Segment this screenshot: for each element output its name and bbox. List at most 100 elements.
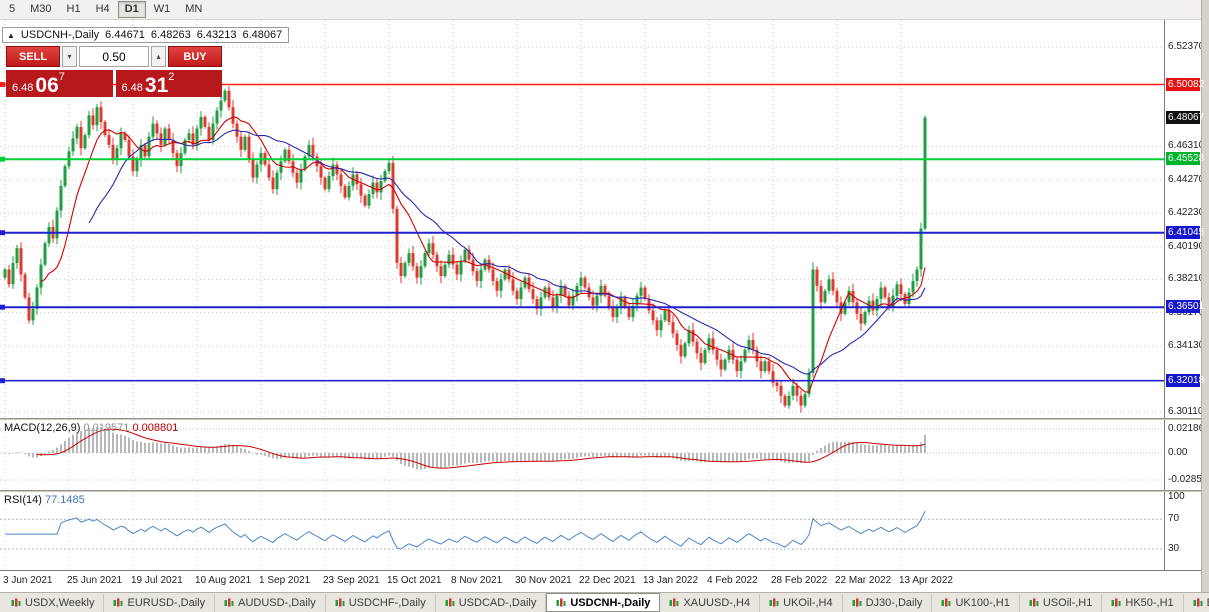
low-value: 6.43213	[196, 29, 237, 41]
rsi-axis-label: 30	[1168, 543, 1180, 554]
tab-hk50-h1[interactable]: HK50-,H1	[1102, 593, 1184, 612]
rsi-indicator-panel[interactable]	[0, 492, 1164, 570]
bid-pipette: 7	[58, 71, 65, 83]
rsi-axis-label: 100	[1168, 491, 1185, 502]
date-label: 15 Oct 2021	[387, 575, 442, 586]
date-label: 4 Feb 2022	[707, 575, 758, 586]
sell-button[interactable]: SELL	[6, 46, 60, 67]
moving-averages-layer	[40, 116, 926, 393]
tab-ukoil-h4[interactable]: UKOil-,H4	[760, 593, 843, 612]
price-badge: 6.41045	[1166, 226, 1205, 239]
tab-usdcad-daily[interactable]: USDCAD-,Daily	[436, 593, 547, 612]
date-label: 10 Aug 2021	[195, 575, 252, 586]
rsi-line	[5, 510, 926, 550]
open-value: 6.44671	[105, 29, 145, 41]
chart-tab-icon	[1029, 598, 1039, 606]
date-label: 13 Apr 2022	[899, 575, 953, 586]
tab-eurusd-daily[interactable]: EURUSD-,Daily	[104, 593, 216, 612]
tab-usoil-h1[interactable]: USOil-,H1	[1020, 593, 1103, 612]
date-label: 23 Sep 2021	[323, 575, 380, 586]
panel-splitter-macd[interactable]	[0, 418, 1201, 420]
price-axis-label: 6.46310	[1168, 140, 1205, 151]
bid-prefix: 6.48	[12, 82, 34, 94]
timeframe-toolbar: 5 M30 H1 H4 D1 W1 MN	[0, 0, 1209, 20]
price-badge: 6.48067	[1166, 111, 1205, 124]
date-label: 28 Feb 2022	[771, 575, 828, 586]
ask-price-display[interactable]: 6.48 31 2	[115, 70, 222, 97]
price-badge: 6.50082	[1166, 78, 1205, 91]
macd-indicator-panel[interactable]	[0, 420, 1164, 490]
chart-tab-icon	[224, 598, 234, 606]
ask-pipette: 2	[168, 71, 175, 83]
tab-usdx-weekly[interactable]: USDX,Weekly	[2, 593, 105, 612]
close-value: 6.48067	[242, 29, 283, 41]
timeframe-button-h1[interactable]: H1	[60, 1, 88, 18]
timeframe-button-d1[interactable]: D1	[117, 1, 146, 18]
timeframe-button-h4[interactable]: H4	[89, 1, 117, 18]
bid-big-digits: 06	[35, 74, 59, 97]
price-badge: 6.32018	[1166, 374, 1205, 387]
chart-tab-icon	[556, 598, 566, 606]
buy-button[interactable]: BUY	[168, 46, 222, 67]
macd-histogram	[4, 427, 926, 470]
tab-label: HK50-,H1	[1125, 596, 1174, 609]
timeframe-button-5[interactable]: 5	[2, 1, 22, 18]
tab-label: UKOil-,H4	[783, 596, 833, 609]
date-label: 30 Nov 2021	[515, 575, 572, 586]
ohlc-info-bar: ▲ USDCNH-,Daily 6.44671 6.48263 6.43213 …	[2, 27, 290, 43]
price-axis-label: 6.40190	[1168, 241, 1205, 252]
tab-label: EU	[1207, 597, 1209, 609]
volume-input[interactable]	[79, 46, 149, 67]
tab-uk100-h1[interactable]: UK100-,H1	[932, 593, 1020, 612]
symbol-title: USDCNH-,Daily	[20, 29, 100, 41]
tab-dj30-daily[interactable]: DJ30-,Daily	[843, 593, 933, 612]
macd-axis-label: -0.028533	[1168, 474, 1209, 485]
chart-tab-icon	[335, 598, 345, 606]
price-axis-label: 6.30110	[1168, 406, 1204, 417]
bid-price-display[interactable]: 6.48 06 7	[6, 70, 113, 97]
chart-tabs-bar: USDX,Weekly EURUSD-,Daily AUDUSD-,Daily USD…	[0, 592, 1209, 612]
rsi-label: RSI(14) 77.1485	[4, 494, 85, 506]
tab-label: USDCAD-,Daily	[458, 596, 537, 609]
panel-splitter-rsi[interactable]	[0, 490, 1201, 492]
tab-eu[interactable]: EU	[1184, 594, 1209, 612]
timeframe-button-mn[interactable]: MN	[178, 1, 209, 18]
date-axis[interactable]: 3 Jun 2021 25 Jun 2021 19 Jul 2021 10 Aug 2…	[0, 570, 1201, 592]
macd-label: MACD(12,26,9) 0.019571 0.008801	[4, 422, 178, 434]
tab-audusd-daily[interactable]: AUDUSD-,Daily	[215, 593, 326, 612]
rsi-name: RSI(14)	[4, 494, 42, 506]
date-label: 1 Sep 2021	[259, 575, 311, 586]
date-label: 13 Jan 2022	[643, 575, 699, 586]
date-label: 8 Nov 2021	[451, 575, 503, 586]
macd-name: MACD(12,26,9)	[4, 422, 81, 434]
chart-tab-icon	[1111, 598, 1121, 606]
right-scrollbar[interactable]	[1201, 0, 1209, 592]
tab-usdchf-daily[interactable]: USDCHF-,Daily	[326, 593, 436, 612]
price-axis-label: 6.38210	[1168, 273, 1205, 284]
chart-tab-icon	[941, 598, 951, 606]
timeframe-button-m30[interactable]: M30	[23, 1, 58, 18]
price-axis-label: 6.42230	[1168, 207, 1205, 218]
direction-up-icon: ▲	[7, 30, 15, 40]
price-axis[interactable]: 6.52370 6.46310 6.44270 6.42230 6.40190 6.382…	[1164, 20, 1205, 418]
chart-tab-icon	[445, 598, 455, 606]
one-click-trading-panel: SELL ▾ ▴ BUY 6.48 06 7 6.48 31 2	[6, 46, 222, 97]
tab-usdcnh-daily[interactable]: USDCNH-,Daily	[546, 593, 661, 612]
chart-tab-icon	[1193, 598, 1203, 606]
tab-label: XAUUSD-,H4	[683, 596, 751, 609]
macd-axis-label: 0.021861	[1168, 423, 1209, 434]
price-badge: 6.45528	[1166, 152, 1205, 165]
candles-layer	[3, 86, 927, 413]
rsi-grid-layer	[0, 492, 1164, 570]
timeframe-button-w1[interactable]: W1	[147, 1, 178, 18]
chart-tab-icon	[852, 598, 862, 606]
tab-label: EURUSD-,Daily	[127, 596, 206, 609]
price-axis-label: 6.52370	[1168, 41, 1205, 52]
tab-xauusd-h4[interactable]: XAUUSD-,H4	[660, 593, 761, 612]
volume-increase-button[interactable]: ▴	[151, 46, 166, 67]
rsi-axis: 100 70 30	[1164, 491, 1201, 570]
volume-decrease-button[interactable]: ▾	[62, 46, 77, 67]
ask-prefix: 6.48	[121, 82, 143, 94]
rsi-value: 77.1485	[44, 494, 85, 506]
chart-tab-icon	[113, 598, 123, 606]
